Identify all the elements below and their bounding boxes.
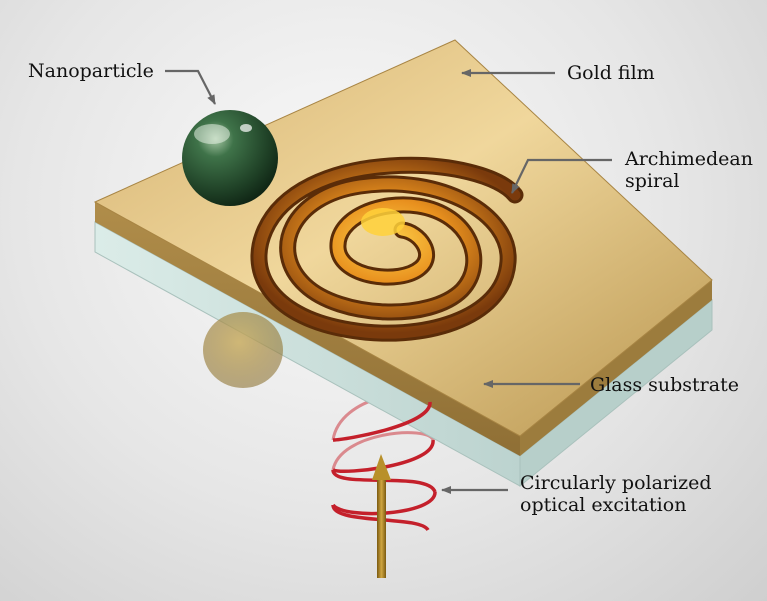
annotation-arrows [165,69,612,494]
label-excitation-line1: Circularly polarized [520,472,712,494]
label-optical-excitation: Circularly polarized optical excitation [520,472,712,516]
archimedean-spiral [250,156,524,342]
excitation-arrow [372,454,391,578]
label-spiral-line2: spiral [625,170,680,192]
label-nanoparticle: Nanoparticle [28,60,154,82]
annotation-arrow-spiral [511,158,612,194]
label-excitation-line2: optical excitation [520,494,687,516]
label-gold-film: Gold film [567,62,655,84]
label-archimedean-spiral: Archimedean spiral [625,148,753,192]
annotation-arrow-nanoparticle [165,69,216,105]
label-spiral-line1: Archimedean [625,148,753,170]
nanoparticle-reflection [203,312,283,388]
nanoparticle [182,110,278,206]
label-glass-substrate: Glass substrate [590,374,739,396]
